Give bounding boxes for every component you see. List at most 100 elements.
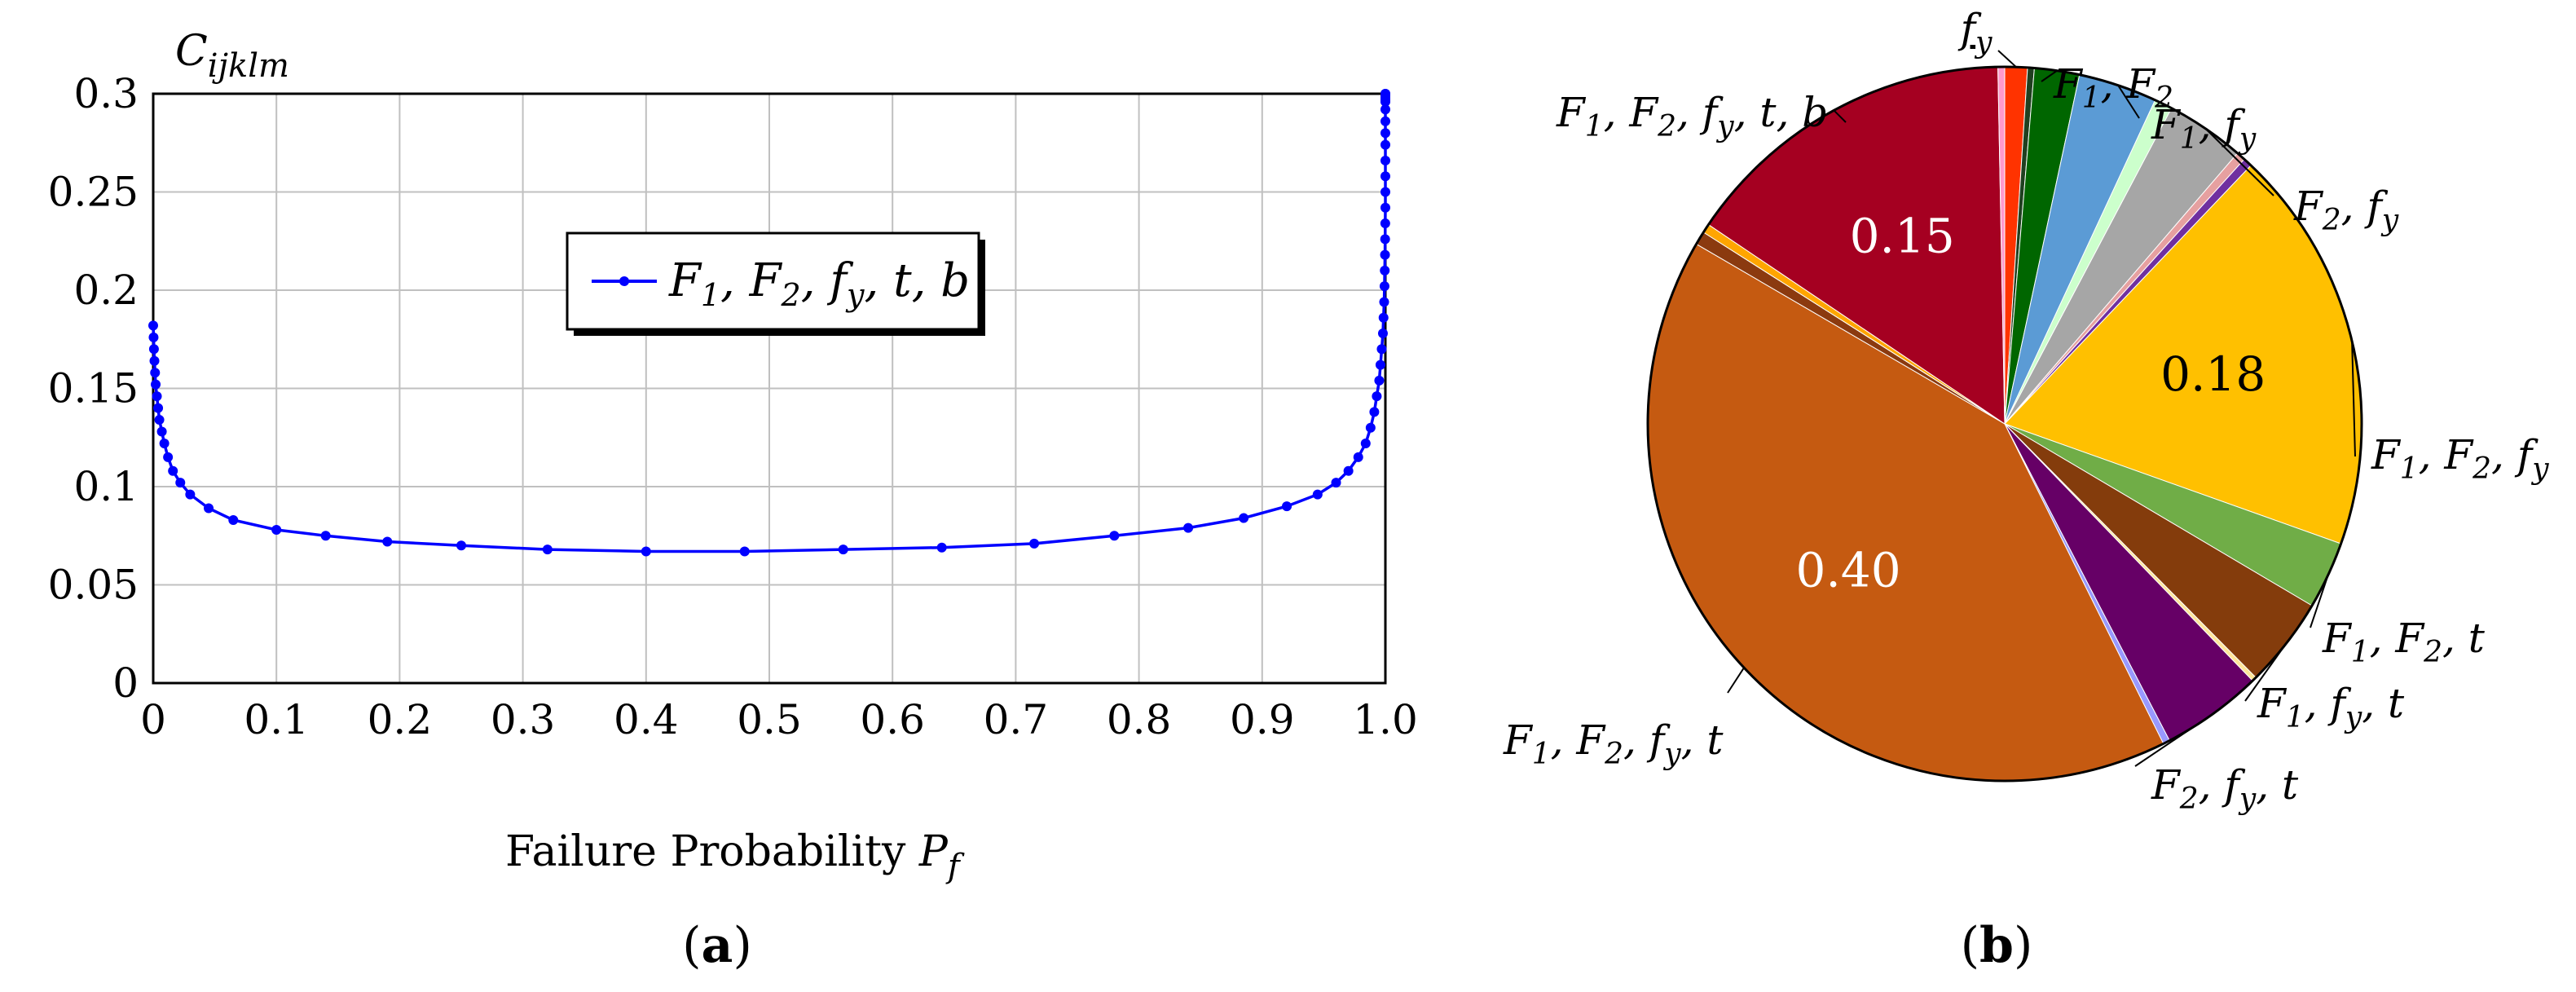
data-point: [151, 379, 161, 390]
data-point: [542, 544, 553, 555]
data-point: [148, 320, 158, 331]
data-point: [936, 542, 947, 553]
data-point: [1380, 155, 1390, 165]
data-point: [168, 465, 178, 476]
data-point: [1378, 312, 1389, 323]
series: [148, 89, 1390, 557]
callout-leader-line: [2134, 712, 2214, 767]
data-point: [838, 544, 848, 555]
tick-labels: 0 0.1 0.2 0.3 0.4 0.5 0.6 0.7 0.8 0.9 1.0 0 0.05 0.1 0…: [48, 70, 1418, 743]
callout-label: F2, fy: [2293, 183, 2399, 237]
callout-leader-line: [1997, 50, 2017, 68]
data-point: [154, 415, 165, 425]
data-point: [150, 368, 161, 378]
data-point: [1380, 139, 1390, 150]
x-tick-label: 0.6: [860, 696, 925, 743]
data-point: [1183, 522, 1194, 533]
data-point: [148, 344, 159, 355]
data-point: [1377, 328, 1388, 339]
data-point: [1380, 96, 1390, 107]
data-point: [1372, 391, 1382, 402]
data-point: [739, 546, 750, 557]
data-point: [1380, 104, 1390, 115]
data-point: [382, 536, 393, 547]
line-chart-panel-a: 0 0.1 0.2 0.3 0.4 0.5 0.6 0.7 0.8 0.9 1.0 0 0.05 0.1 0…: [48, 27, 1418, 974]
data-point: [1380, 89, 1390, 99]
x-tick-label: 0.2: [368, 696, 433, 743]
panel-label-b: (b): [1961, 917, 2033, 974]
slice-value-label: 0.40: [1795, 542, 1900, 597]
data-point: [1282, 501, 1292, 512]
data-point: [1029, 538, 1040, 549]
pie-value-labels: 0.18 0.40 0.15: [1795, 208, 2266, 597]
x-tick-label: 0.8: [1107, 696, 1172, 743]
data-point: [153, 403, 164, 413]
callout-label: F1, F2, fy, t: [1503, 716, 1724, 771]
data-point: [1109, 531, 1120, 541]
callout-label: fy: [1957, 5, 1993, 60]
data-point: [1380, 218, 1390, 229]
y-tick-label: 0.1: [73, 463, 139, 510]
data-point: [148, 332, 159, 342]
slice-value-label: 0.18: [2160, 346, 2266, 402]
data-point: [1343, 465, 1354, 476]
grid: [152, 93, 1386, 684]
data-point: [1380, 265, 1390, 276]
callout-label: F1, F2, fy, t, b: [1556, 89, 1828, 143]
data-point: [1360, 438, 1371, 448]
data-point: [1312, 489, 1323, 500]
x-tick-label: 0.4: [614, 696, 679, 743]
data-point: [1379, 297, 1389, 307]
x-tick-label: 1.0: [1353, 696, 1418, 743]
data-point: [1374, 375, 1385, 386]
data-point: [149, 355, 160, 366]
y-tick-label: 0: [112, 659, 139, 707]
x-axis-label: Failure Probability Pf: [505, 827, 965, 885]
callout-label: F1, fy, t: [2257, 680, 2405, 734]
y-tick-label: 0.2: [73, 267, 139, 314]
data-point: [185, 489, 196, 500]
data-point: [641, 546, 651, 557]
callout-leader-line: [2041, 69, 2058, 82]
data-point: [1365, 422, 1376, 433]
data-point: [1353, 452, 1363, 462]
callout-leader-line: [1727, 667, 1745, 694]
data-point: [1239, 513, 1249, 523]
callout-leader-line: [2244, 642, 2288, 702]
x-tick-label: 0.1: [244, 696, 309, 743]
callout-leader-line: [2204, 128, 2274, 196]
callout-leader-line: [2117, 85, 2140, 119]
callout-label: F1, F2, t: [2322, 615, 2486, 669]
legend-marker: [619, 276, 629, 286]
x-tick-label: 0.5: [737, 696, 802, 743]
data-point: [159, 438, 170, 448]
pie-slices: [1646, 65, 2363, 783]
x-tick-label: 0.7: [984, 696, 1049, 743]
data-point: [1379, 281, 1389, 292]
callout-label: F1, fy: [2151, 101, 2257, 156]
pie-outline: [1646, 65, 2363, 783]
panel-label-a: (a): [682, 917, 752, 974]
callout-label: F2, fy, t: [2151, 761, 2299, 816]
y-tick-label: 0.15: [48, 365, 139, 412]
data-point: [1376, 344, 1387, 355]
data-point: [1380, 116, 1390, 126]
y-axis-label: Cijklm: [175, 27, 289, 85]
x-tick-label: 0.3: [491, 696, 556, 743]
y-tick-label: 0.3: [73, 70, 139, 117]
callout-leader-line: [2351, 341, 2356, 457]
x-tick-label: 0.9: [1230, 696, 1295, 743]
data-point: [1380, 171, 1390, 182]
data-point: [1380, 128, 1390, 139]
data-point: [175, 478, 186, 488]
callout-label: F1, F2, fy: [2371, 431, 2549, 486]
callout-label: F1, F2: [2053, 60, 2173, 115]
data-point: [1380, 187, 1390, 197]
y-tick-label: 0.25: [48, 169, 139, 216]
data-point: [156, 426, 167, 437]
slice-value-label: 0.15: [1850, 208, 1955, 263]
data-point: [1380, 202, 1390, 213]
legend: F1, F2, fy, t, b: [566, 231, 985, 336]
